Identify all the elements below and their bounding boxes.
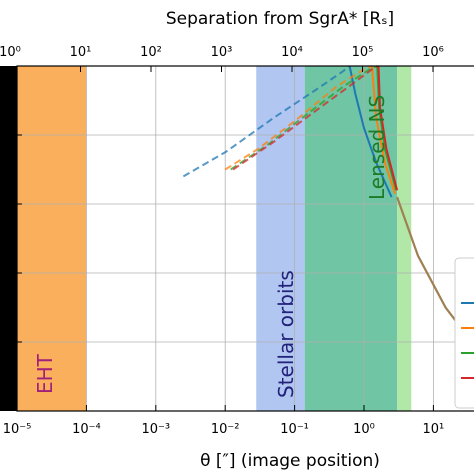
bottom-tick-label-0: 10⁻⁵ bbox=[3, 422, 32, 437]
bottom-axis-title: θ [″] (image position) bbox=[200, 451, 380, 471]
series-3-solid bbox=[377, 65, 399, 191]
top-axis-title: Separation from SgrA* [Rₛ] bbox=[166, 9, 394, 29]
plot-area bbox=[0, 65, 474, 412]
series-0-solid bbox=[348, 65, 393, 198]
top-tick-label-6: 10⁶ bbox=[422, 45, 444, 60]
top-tick-label-4: 10⁴ bbox=[281, 45, 303, 60]
region-label-eht: EHT bbox=[33, 353, 57, 394]
series-3-dashed bbox=[232, 65, 379, 171]
region-band-0 bbox=[17, 66, 87, 411]
tick-labels: 10⁻⁵ 10⁻⁴ 10⁻³ 10⁻² 10⁻¹ 10⁰ 10¹ 10⁰ 10¹ 10² 10³ 10… bbox=[0, 45, 444, 437]
bottom-tick-label-1: 10⁻⁴ bbox=[72, 422, 101, 437]
region-label-stellar-orbits: Stellar orbits bbox=[274, 270, 298, 398]
top-tick-label-2: 10² bbox=[140, 45, 162, 60]
bottom-tick-label-3: 10⁻² bbox=[211, 422, 240, 437]
black-band bbox=[0, 66, 17, 411]
plot-frame bbox=[16, 65, 474, 412]
bottom-tick-label-2: 10⁻³ bbox=[141, 422, 170, 437]
top-tick-label-0: 10⁰ bbox=[0, 45, 21, 60]
top-tick-label-1: 10¹ bbox=[70, 45, 92, 60]
legend-box bbox=[454, 257, 474, 409]
legend bbox=[454, 257, 474, 409]
bottom-tick-label-4: 10⁻¹ bbox=[280, 422, 309, 437]
region-band-1 bbox=[256, 66, 305, 411]
top-tick-label-5: 10⁵ bbox=[352, 45, 374, 60]
series-1-solid bbox=[370, 65, 396, 195]
series-2-solid bbox=[376, 65, 398, 191]
series-2-dashed bbox=[230, 65, 378, 171]
region-band-3 bbox=[397, 66, 412, 411]
top-tick-label-3: 10³ bbox=[211, 45, 233, 60]
bottom-tick-label-5: 10⁰ bbox=[353, 422, 375, 437]
bottom-tick-label-6: 10¹ bbox=[423, 422, 445, 437]
region-label-lensed-ns: Lensed NS bbox=[365, 95, 389, 200]
series-0-dashed bbox=[182, 65, 351, 178]
series-1-dashed bbox=[224, 65, 373, 171]
